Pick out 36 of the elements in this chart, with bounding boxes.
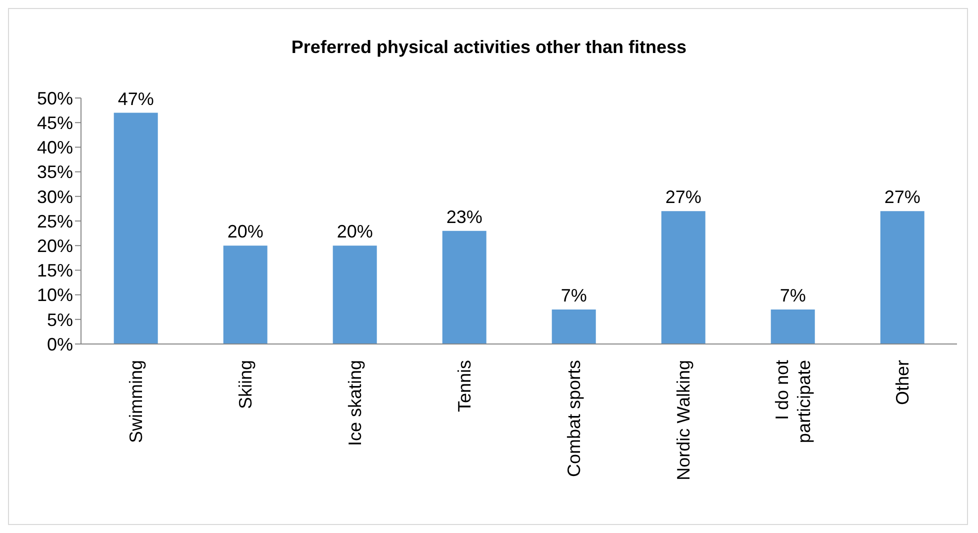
x-tick-label: Tennis: [454, 360, 474, 412]
bar: [332, 246, 377, 344]
y-tick-label: 50%: [36, 88, 73, 108]
x-tick-label: Skiing: [235, 360, 256, 410]
y-tick-label: 35%: [36, 162, 73, 182]
x-tick-label: Ice skating: [344, 360, 365, 446]
x-tick-label: Other: [892, 360, 912, 406]
bar: [114, 112, 158, 344]
y-tick-label: 0%: [46, 334, 73, 354]
y-tick-label: 30%: [36, 186, 73, 207]
bar: [880, 211, 924, 344]
x-tick-label: I do not participate: [772, 360, 814, 444]
bar: [552, 310, 596, 344]
x-tick-label: Combat sports: [564, 360, 584, 478]
x-tick-label: Swimming: [126, 360, 146, 444]
x-tick-label: Nordic Walking: [673, 360, 694, 480]
bar: [770, 310, 815, 344]
y-tick-label: 25%: [36, 211, 73, 232]
y-tick-label: 15%: [36, 260, 73, 281]
data-label: 23%: [446, 206, 482, 227]
y-tick-label: 10%: [36, 285, 73, 306]
data-label: 20%: [336, 222, 373, 242]
y-tick-label: 20%: [36, 236, 73, 256]
bar: [223, 246, 268, 344]
data-label: 7%: [560, 286, 587, 306]
y-tick-label: 40%: [36, 138, 73, 158]
y-tick-label: 5%: [46, 310, 73, 330]
data-label: 27%: [884, 187, 920, 208]
bar: [442, 230, 486, 344]
data-label: 27%: [665, 187, 702, 208]
chart-title: Preferred physical activities other than fitness: [290, 37, 688, 58]
data-label: 7%: [780, 286, 806, 306]
y-tick-label: 45%: [36, 112, 73, 133]
data-label: 20%: [227, 222, 264, 242]
bar: [661, 211, 706, 344]
data-label: 47%: [118, 88, 154, 109]
